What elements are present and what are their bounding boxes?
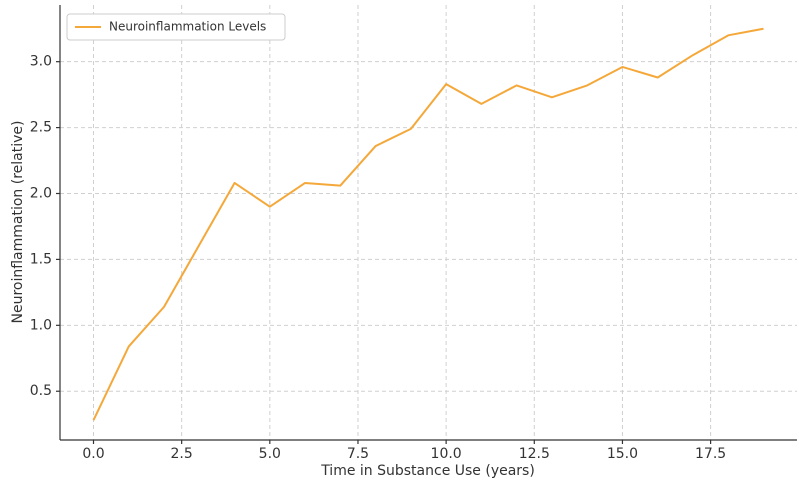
x-axis-label: Time in Substance Use (years)	[320, 463, 535, 479]
x-tick-label: 12.5	[519, 446, 550, 462]
x-tick-label: 7.5	[347, 446, 369, 462]
x-tick-label: 0.0	[82, 446, 104, 462]
x-tick-label: 5.0	[259, 446, 281, 462]
y-tick-label: 0.5	[30, 383, 52, 399]
legend-box	[66, 13, 286, 41]
x-tick-label: 10.0	[431, 446, 462, 462]
x-tick-label: 15.0	[607, 446, 638, 462]
y-tick-label: 1.5	[30, 251, 52, 267]
x-tick-label: 2.5	[171, 446, 193, 462]
data-line	[92, 27, 764, 421]
y-tick-label: 2.0	[30, 186, 52, 202]
y-axis-label: Neuroinflammation (relative)	[10, 121, 26, 324]
y-tick-label: 1.0	[30, 317, 52, 333]
x-tick-label: 17.5	[695, 446, 726, 462]
y-tick-label: 3.0	[30, 54, 52, 70]
y-tick-label: 2.5	[30, 120, 52, 136]
legend-label: Neuroinflammation Levels	[109, 20, 266, 34]
